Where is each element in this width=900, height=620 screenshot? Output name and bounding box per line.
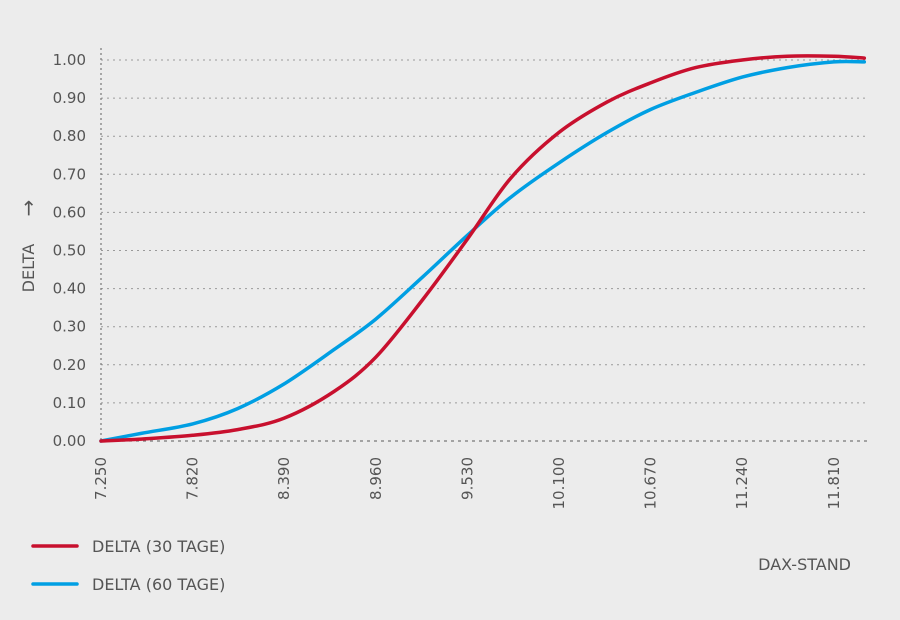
series-line-0 bbox=[99, 54, 867, 443]
legend: DELTA (30 TAGE) DELTA (60 TAGE) bbox=[31, 537, 225, 594]
x-axis-title: DAX-STAND bbox=[758, 555, 851, 574]
y-tick-label-3: 0.30 bbox=[53, 318, 86, 336]
y-tick-label-4: 0.40 bbox=[53, 280, 86, 298]
legend-item-60-tage: DELTA (60 TAGE) bbox=[31, 575, 225, 594]
y-axis-arrow-icon: → bbox=[16, 200, 40, 217]
y-axis-title: DELTA bbox=[19, 244, 38, 293]
y-axis-title-group: → DELTA bbox=[16, 200, 40, 293]
x-tick-label-2: 8.390 bbox=[275, 457, 293, 500]
x-tick-labels: 7.250 7.820 8.390 8.960 9.530 10.100 10.670 11.… bbox=[92, 457, 843, 510]
x-tick-label-8: 11.810 bbox=[825, 457, 843, 510]
x-tick-label-6: 10.670 bbox=[642, 457, 660, 510]
x-tick-label-3: 8.960 bbox=[367, 457, 385, 500]
y-tick-label-9: 0.90 bbox=[53, 89, 86, 107]
y-tick-label-2: 0.20 bbox=[53, 356, 86, 374]
y-tick-label-5: 0.50 bbox=[53, 242, 86, 260]
y-tick-label-6: 0.60 bbox=[53, 203, 86, 221]
y-tick-label-0: 0.00 bbox=[53, 432, 86, 450]
y-tick-label-1: 0.10 bbox=[53, 394, 86, 412]
x-tick-label-7: 11.240 bbox=[733, 457, 751, 510]
y-tick-label-7: 0.70 bbox=[53, 165, 86, 183]
y-tick-labels: 0.00 0.10 0.20 0.30 0.40 0.50 0.60 0.70 0.80 0.90… bbox=[53, 51, 86, 450]
y-tick-label-10: 1.00 bbox=[53, 51, 86, 69]
legend-label-30-tage: DELTA (30 TAGE) bbox=[92, 537, 225, 556]
y-tick-label-8: 0.80 bbox=[53, 127, 86, 145]
legend-item-30-tage: DELTA (30 TAGE) bbox=[31, 537, 225, 556]
x-tick-label-0: 7.250 bbox=[92, 457, 110, 500]
series-layer bbox=[99, 54, 867, 443]
grid-layer bbox=[101, 59, 868, 442]
legend-label-60-tage: DELTA (60 TAGE) bbox=[92, 575, 225, 594]
x-tick-label-4: 9.530 bbox=[458, 457, 476, 500]
series-line-1 bbox=[99, 59, 867, 443]
x-tick-label-1: 7.820 bbox=[184, 457, 202, 500]
x-tick-label-5: 10.100 bbox=[550, 457, 568, 510]
